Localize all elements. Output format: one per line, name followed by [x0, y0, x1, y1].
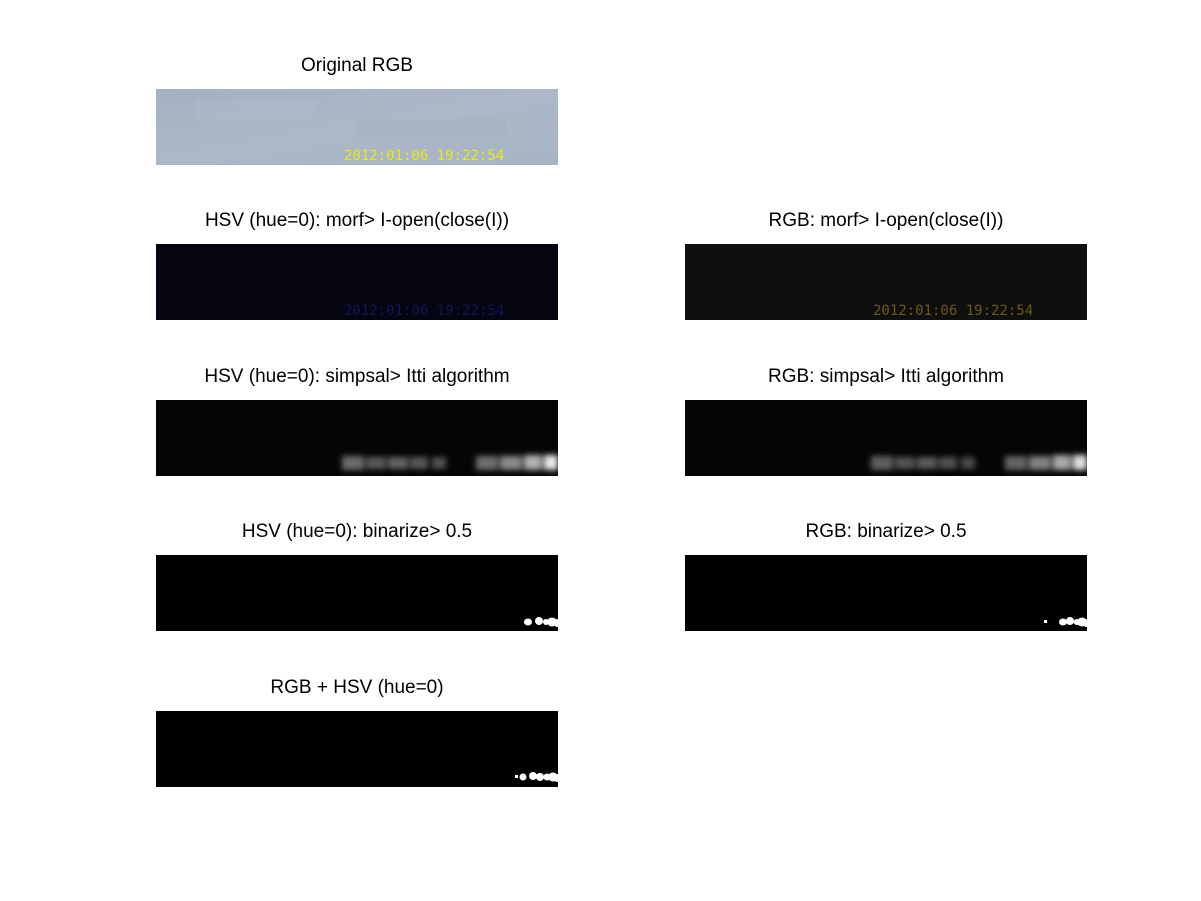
panel-title: HSV (hue=0): morf> I-open(close(I)) [204, 210, 510, 231]
rgb-morf-image: 2012:01:06 19:22:54 [685, 244, 1087, 320]
hsv-binarize-svg [156, 555, 558, 631]
panel-title: RGB + HSV (hue=0) [270, 677, 444, 698]
dark-background [156, 555, 558, 631]
original-rgb-svg: 2012:01:06 19:22:54 [156, 89, 558, 165]
original-rgb-image: 2012:01:06 19:22:54 [156, 89, 558, 165]
hsv-morf-svg: 2012:01:06 19:22:54 [156, 244, 558, 320]
dark-background [156, 711, 558, 787]
timestamp-overlay: 2012:01:06 19:22:54 [344, 148, 504, 164]
binary-blobs [524, 617, 558, 627]
panel-title: RGB: binarize> 0.5 [805, 521, 967, 542]
noise-layer [156, 244, 558, 320]
timestamp-overlay: 2012:01:06 19:22:54 [344, 303, 504, 319]
dark-background [685, 244, 1087, 320]
dark-background [685, 555, 1087, 631]
noise-layer [685, 244, 1087, 320]
panel-title: HSV (hue=0): simpsal> Itti algorithm [204, 366, 510, 387]
panel-title: RGB: simpsal> Itti algorithm [768, 366, 1004, 387]
hsv-morf-image: 2012:01:06 19:22:54 [156, 244, 558, 320]
binary-blobs [1044, 617, 1087, 627]
sky-background [156, 89, 558, 165]
panel-title: HSV (hue=0): binarize> 0.5 [241, 521, 473, 542]
rgb-binarize-image [685, 555, 1087, 631]
panel-title: Original RGB [301, 55, 413, 76]
rgb-itti-svg [685, 400, 1087, 476]
hsv-itti-svg [156, 400, 558, 476]
rgb-itti-image [685, 400, 1087, 476]
binary-blobs [515, 772, 558, 782]
saliency-blobs [342, 455, 558, 470]
panel-title: RGB: morf> I-open(close(I)) [768, 210, 1004, 231]
combined-svg [156, 711, 558, 787]
rgb-binarize-svg [685, 555, 1087, 631]
sky-patch [196, 99, 316, 119]
combined-image [156, 711, 558, 787]
hsv-itti-image [156, 400, 558, 476]
dark-background [156, 244, 558, 320]
timestamp-overlay: 2012:01:06 19:22:54 [873, 303, 1033, 319]
rgb-morf-svg: 2012:01:06 19:22:54 [685, 244, 1087, 320]
sky-patch [356, 119, 506, 137]
saliency-blobs [871, 455, 1087, 470]
hsv-binarize-image [156, 555, 558, 631]
